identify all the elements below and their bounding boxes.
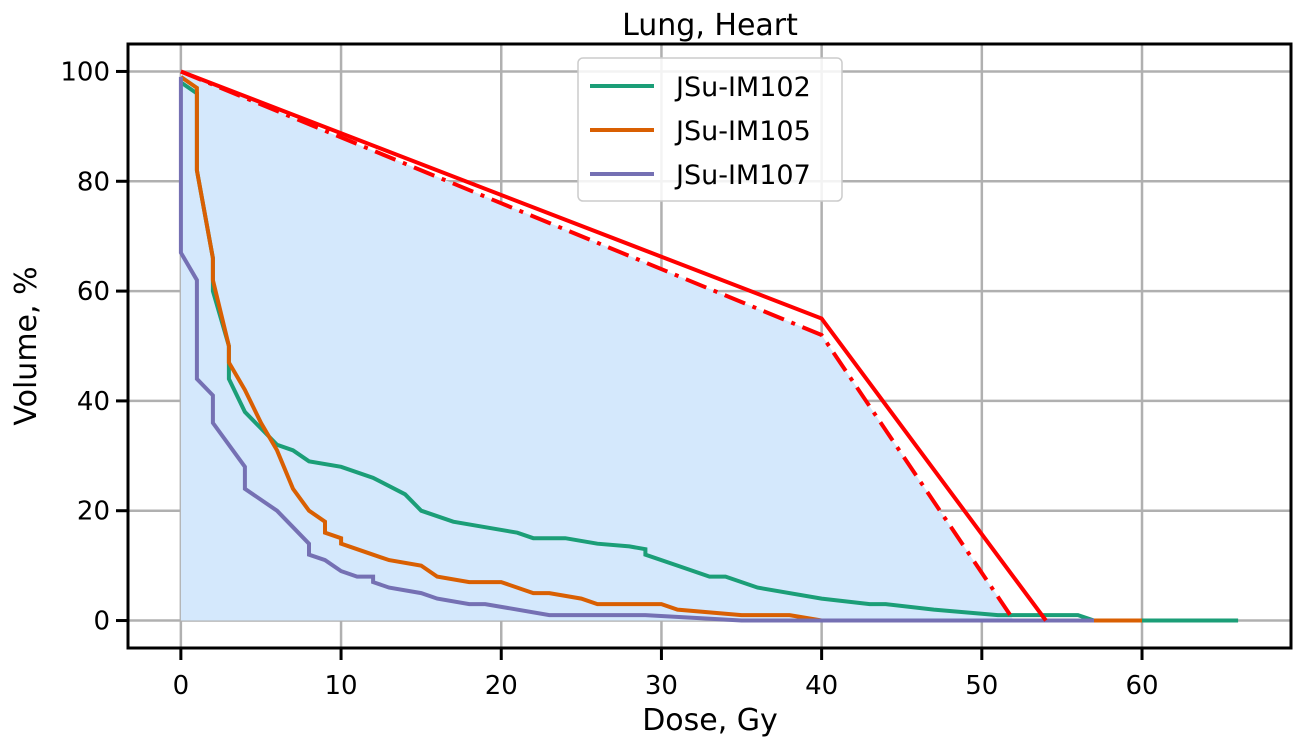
y-tick-label: 100 <box>60 57 110 87</box>
series-lines <box>178 75 1239 623</box>
constraint-lines <box>180 69 1048 622</box>
x-axis: 0 10 20 30 40 50 60 <box>173 648 1159 701</box>
series-line-jsu-im107 <box>178 76 1094 623</box>
series-line-jsu-im102 <box>179 80 1239 623</box>
series-line-jsu-im105 <box>179 75 1142 623</box>
legend: JSu-IM102 JSu-IM105 JSu-IM107 <box>577 57 843 202</box>
legend-label: JSu-IM102 <box>674 72 811 103</box>
legend-label: JSu-IM105 <box>674 116 811 147</box>
shaded-region <box>180 71 1014 621</box>
y-tick-label: 40 <box>77 387 110 417</box>
y-tick-label: 60 <box>77 277 110 307</box>
shaded-area <box>180 71 1014 621</box>
x-axis-label: Dose, Gy <box>642 703 778 738</box>
constraint-line-solid <box>180 69 1048 622</box>
x-tick-label: 20 <box>485 671 518 701</box>
x-tick-label: 40 <box>805 671 838 701</box>
y-axis: 0 20 40 60 80 100 <box>60 57 128 637</box>
x-tick-label: 10 <box>325 671 358 701</box>
legend-box <box>577 57 843 202</box>
legend-label: JSu-IM107 <box>674 160 811 191</box>
y-tick-label: 20 <box>77 497 110 527</box>
y-tick-label: 80 <box>77 167 110 197</box>
x-tick-label: 50 <box>965 671 998 701</box>
x-tick-label: 30 <box>645 671 678 701</box>
chart-title: Lung, Heart <box>622 8 798 43</box>
y-axis-label: Volume, % <box>9 266 44 425</box>
x-tick-label: 0 <box>173 671 190 701</box>
x-tick-label: 60 <box>1125 671 1158 701</box>
y-tick-label: 0 <box>93 607 110 637</box>
plot-frame <box>126 42 1293 650</box>
constraint-line-dashdot <box>180 69 1016 622</box>
